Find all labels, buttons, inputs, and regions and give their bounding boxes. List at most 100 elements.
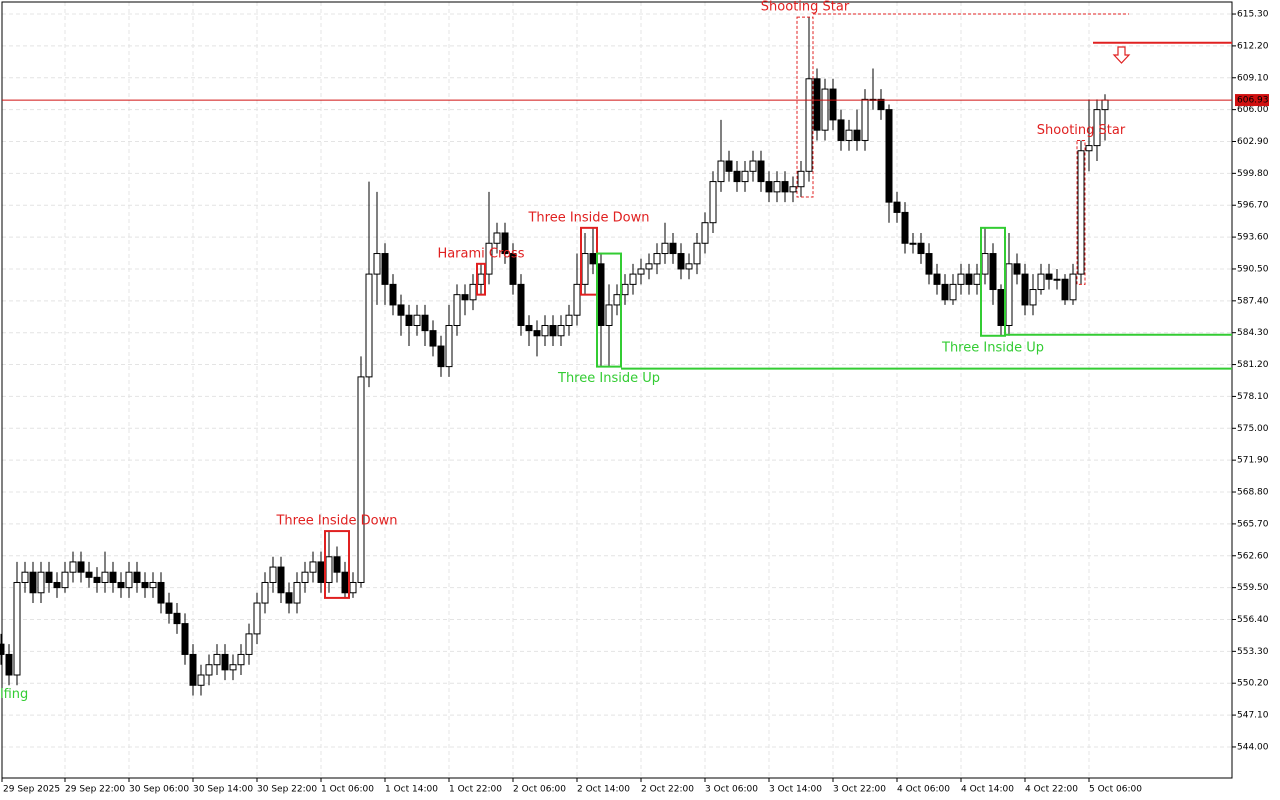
- candle-body: [709, 181, 717, 224]
- pattern-label: Harami Cross: [437, 246, 524, 261]
- candle-body: [133, 571, 141, 583]
- candle-body: [1061, 278, 1069, 301]
- candle-body: [213, 653, 221, 666]
- x-tick-label: 30 Sep 22:00: [257, 785, 317, 795]
- y-tick-label: 581.20: [1237, 360, 1269, 370]
- y-tick-label: 593.60: [1237, 233, 1269, 243]
- candle-body: [805, 78, 813, 172]
- candle-body: [309, 561, 317, 573]
- candle-body: [165, 602, 173, 614]
- x-tick-label: 3 Oct 22:00: [833, 785, 886, 795]
- candle-body: [813, 78, 821, 131]
- y-tick-label: 556.40: [1237, 615, 1269, 625]
- y-tick-label: 547.10: [1237, 711, 1269, 721]
- candle-body: [1077, 150, 1085, 275]
- candle-body: [85, 571, 93, 578]
- candle-body: [413, 314, 421, 326]
- x-tick-label: 4 Oct 06:00: [897, 785, 950, 795]
- y-tick-label: 575.00: [1237, 424, 1269, 434]
- pattern-box: [476, 262, 486, 296]
- candle-body: [45, 571, 53, 583]
- candle-body: [693, 242, 701, 265]
- candle-body: [405, 314, 413, 326]
- candle-body: [429, 330, 437, 347]
- candle-body: [789, 186, 797, 193]
- candle-body: [381, 253, 389, 285]
- candle-body: [885, 109, 893, 203]
- candle-body: [485, 242, 493, 275]
- candle-body: [949, 283, 957, 301]
- pattern-box: [796, 16, 814, 198]
- candle-body: [717, 160, 725, 183]
- y-tick-label: 602.90: [1237, 137, 1269, 147]
- candle-body: [1053, 278, 1061, 281]
- candle-body: [877, 98, 885, 111]
- candle-body: [277, 566, 285, 594]
- y-tick-label: 550.20: [1237, 679, 1269, 689]
- candle-body: [517, 283, 525, 326]
- candle-body: [101, 571, 109, 583]
- candle-body: [253, 602, 261, 635]
- candle-body: [13, 581, 21, 676]
- candle-body: [469, 283, 477, 301]
- candle-body: [373, 253, 381, 275]
- candle-body: [197, 674, 205, 686]
- candle-body: [581, 253, 589, 285]
- candle-body: [93, 576, 101, 583]
- candle-body: [677, 253, 685, 270]
- y-tick-label: 559.50: [1237, 583, 1269, 593]
- candle-body: [205, 664, 213, 676]
- candle-body: [773, 181, 781, 193]
- pattern-label: Three Inside Down: [275, 514, 397, 529]
- candle-body: [77, 561, 85, 573]
- candle-body: [173, 612, 181, 625]
- candle-body: [1101, 99, 1109, 111]
- x-tick-label: 2 Oct 14:00: [577, 785, 630, 795]
- y-tick-label: 587.40: [1237, 296, 1269, 306]
- candle-body: [1005, 263, 1013, 326]
- candle-body: [53, 581, 61, 589]
- candle-body: [893, 201, 901, 213]
- candle-body: [125, 571, 133, 589]
- candle-body: [509, 253, 517, 285]
- x-tick-label: 1 Oct 22:00: [449, 785, 502, 795]
- candle-body: [837, 119, 845, 141]
- candle-body: [157, 581, 165, 604]
- candle-body: [245, 633, 253, 655]
- candle-body: [301, 571, 309, 583]
- candle-body: [733, 170, 741, 183]
- candle-body: [1013, 263, 1021, 275]
- candle-body: [1045, 273, 1053, 280]
- candle-body: [845, 129, 853, 141]
- candle-body: [853, 129, 861, 141]
- y-tick-label: 596.70: [1237, 201, 1269, 211]
- candle-body: [261, 581, 269, 604]
- candle-body: [365, 273, 373, 378]
- candle-body: [117, 581, 125, 589]
- candle-body: [797, 170, 805, 188]
- y-tick-label: 612.20: [1237, 41, 1269, 51]
- candle-body: [981, 253, 989, 275]
- candle-body: [973, 273, 981, 285]
- y-tick-label: 606.00: [1237, 105, 1269, 115]
- candle-body: [285, 592, 293, 604]
- candle-body: [669, 242, 677, 255]
- candle-body: [917, 242, 925, 255]
- candle-body: [925, 253, 933, 275]
- candle-body: [549, 324, 557, 337]
- pattern-label: Shooting Star: [1037, 123, 1126, 138]
- candle-body: [229, 664, 237, 671]
- candle-body: [629, 273, 637, 285]
- candle-body: [1069, 273, 1077, 301]
- candle-body: [357, 376, 365, 583]
- candle-body: [477, 273, 485, 285]
- candle-body: [29, 571, 37, 594]
- x-tick-label: 30 Sep 06:00: [129, 785, 189, 795]
- candle-body: [965, 273, 973, 285]
- y-tick-label: 544.00: [1237, 742, 1269, 752]
- candle-body: [725, 160, 733, 172]
- candle-body: [749, 160, 757, 172]
- x-tick-label: 29 Sep 2025: [3, 785, 60, 795]
